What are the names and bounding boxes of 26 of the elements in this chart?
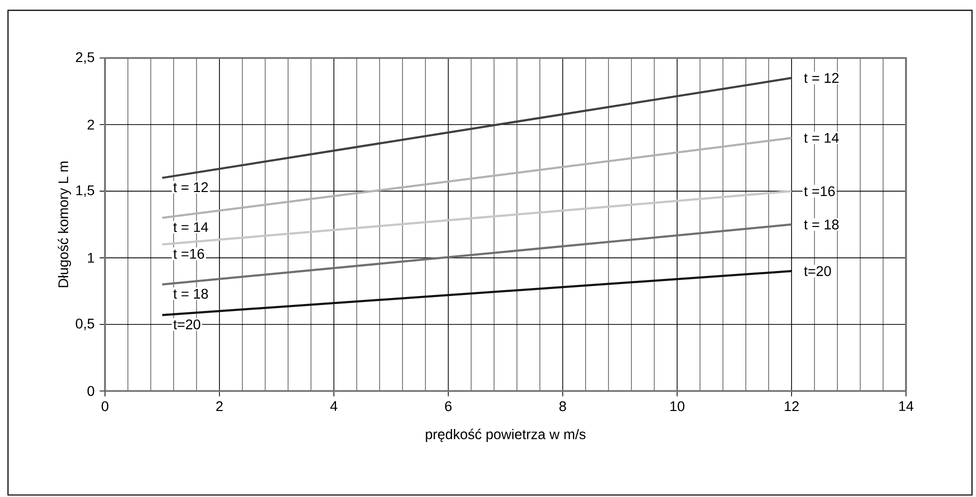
annotation: t = 12 bbox=[173, 182, 208, 192]
series-label: t =16 bbox=[804, 186, 835, 196]
x-tick-label: 4 bbox=[330, 401, 338, 411]
x-tick-label: 6 bbox=[445, 401, 452, 412]
x-tick-label: 8 bbox=[559, 401, 566, 412]
x-tick-label: 14 bbox=[899, 401, 914, 411]
y-tick-label: 0 bbox=[87, 386, 94, 396]
series-label: t = 14 bbox=[804, 133, 839, 143]
x-tick-label: 12 bbox=[784, 401, 799, 412]
annotation: t=20 bbox=[173, 319, 200, 330]
y-tick-label: 0,5 bbox=[76, 318, 94, 330]
annotation: t =16 bbox=[173, 248, 204, 259]
y-tick-label: 1,5 bbox=[76, 186, 94, 197]
series-label: t = 12 bbox=[804, 73, 839, 83]
x-axis-title: prędkość powietrza w m/s bbox=[426, 428, 586, 442]
x-tick-label: 0 bbox=[102, 401, 108, 412]
series-label: t=20 bbox=[804, 266, 831, 276]
y-tick-label: 2,5 bbox=[76, 52, 94, 64]
x-tick-label: 2 bbox=[216, 401, 223, 412]
y-tick-label: 2 bbox=[88, 120, 94, 130]
x-tick-label: 10 bbox=[670, 401, 684, 412]
series-label: t = 18 bbox=[804, 220, 839, 230]
annotation: t = 14 bbox=[173, 222, 208, 232]
annotation: t = 18 bbox=[173, 288, 208, 299]
y-tick-label: 1 bbox=[88, 252, 94, 263]
y-axis-title: Długość komory L m bbox=[58, 162, 72, 288]
